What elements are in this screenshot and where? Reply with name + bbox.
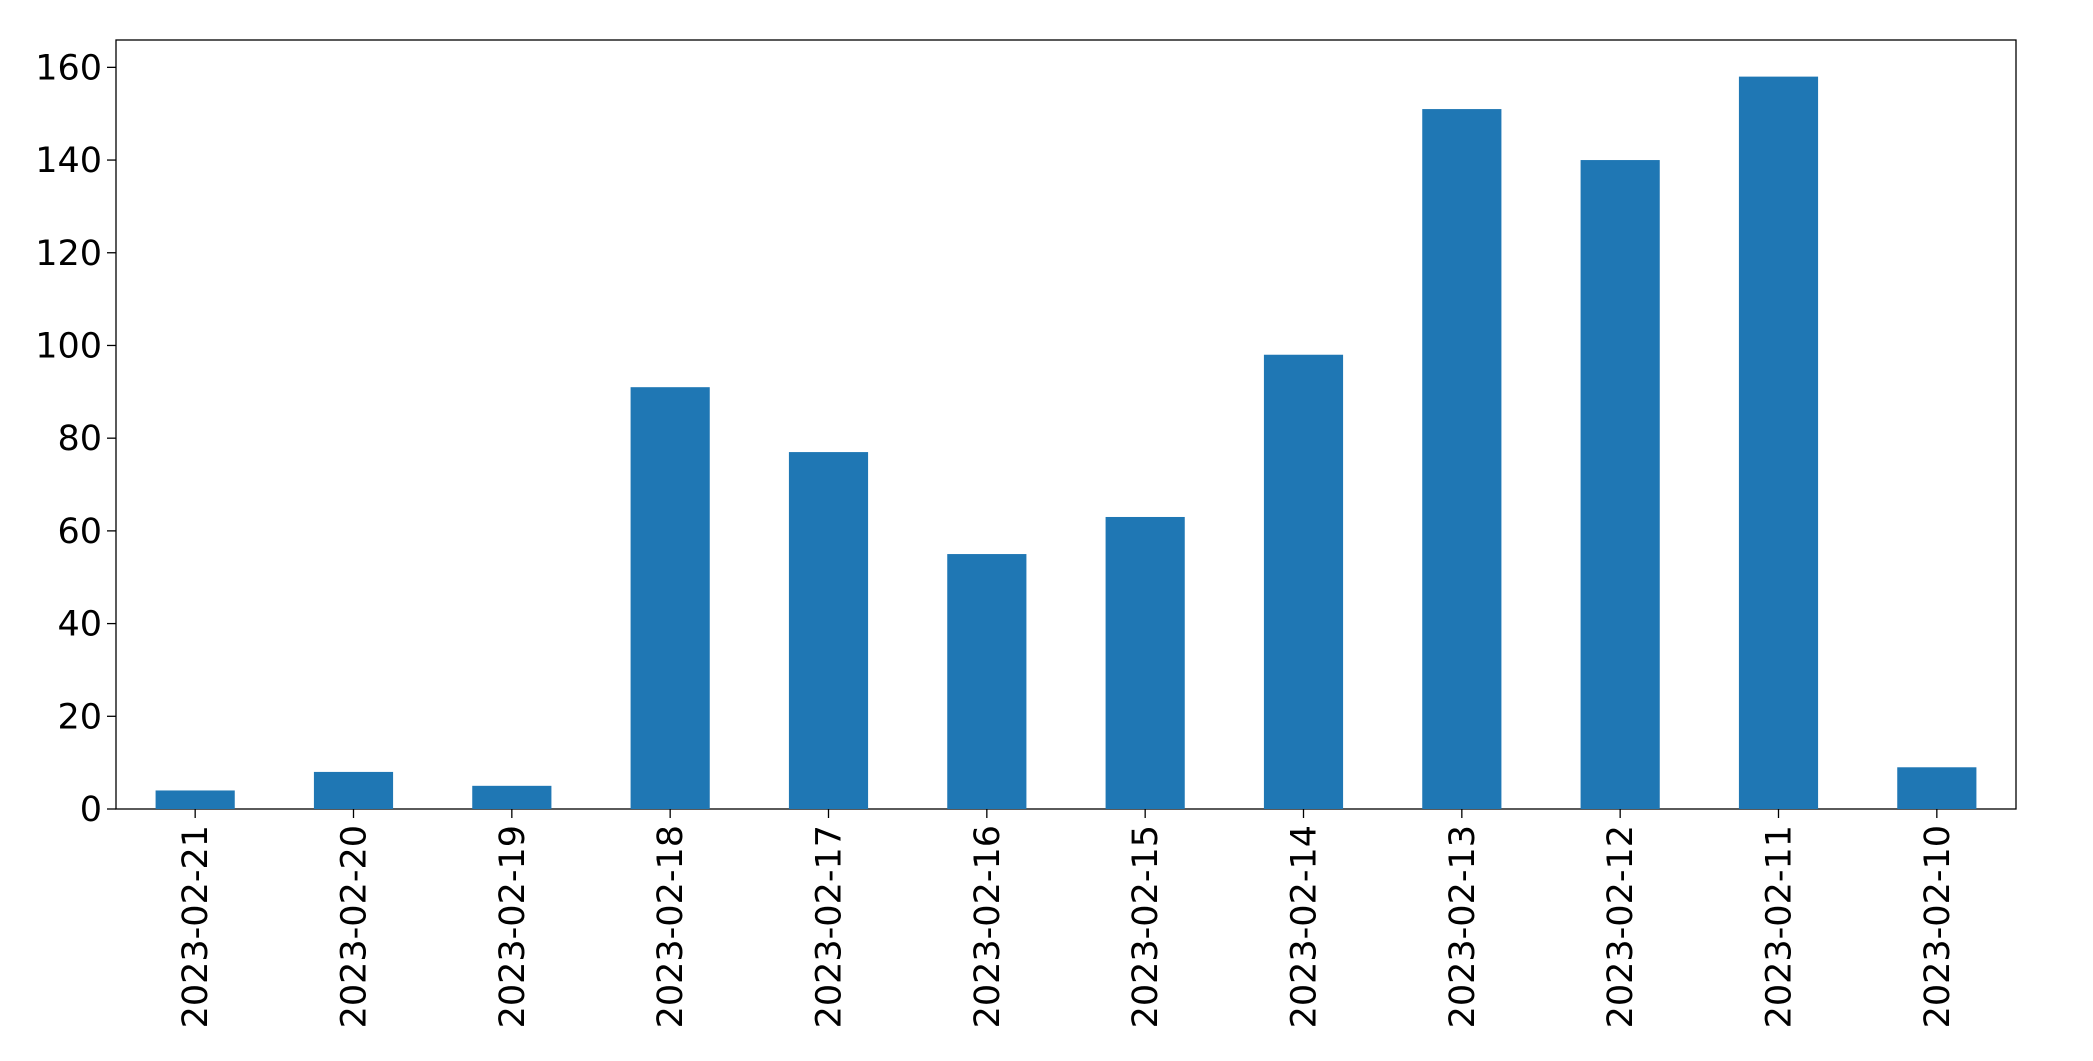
bar [947, 554, 1027, 809]
x-tick-label: 2023-02-13 [1443, 825, 1483, 1028]
x-tick-label: 2023-02-14 [1285, 825, 1325, 1028]
x-tick-label: 2023-02-10 [1918, 825, 1958, 1028]
bar [472, 785, 552, 809]
x-tick-label: 2023-02-20 [335, 825, 375, 1028]
y-tick-label: 100 [35, 326, 102, 366]
y-tick-label: 80 [57, 419, 102, 459]
x-tick-label: 2023-02-17 [810, 825, 850, 1028]
y-tick-label: 40 [57, 605, 102, 645]
bar [1422, 109, 1502, 810]
x-tick-label: 2023-02-15 [1126, 825, 1166, 1028]
bar [1105, 516, 1185, 809]
y-tick-label: 120 [35, 234, 102, 274]
y-tick-label: 140 [35, 141, 102, 181]
x-tick-label: 2023-02-19 [493, 825, 533, 1028]
x-tick-label: 2023-02-16 [968, 825, 1008, 1028]
y-tick-label: 60 [57, 512, 102, 552]
bar [1897, 767, 1977, 809]
bar [1580, 160, 1660, 809]
bar [1738, 76, 1819, 810]
bar [155, 790, 235, 809]
y-tick-label: 20 [57, 697, 102, 737]
y-tick-label: 0 [80, 790, 102, 830]
bar [1263, 354, 1344, 809]
bar [313, 771, 394, 809]
x-tick-label: 2023-02-18 [651, 825, 691, 1028]
bar [630, 387, 710, 809]
x-tick-label: 2023-02-21 [176, 825, 216, 1028]
plot-frame [115, 39, 2017, 810]
x-tick-label: 2023-02-12 [1601, 825, 1641, 1028]
x-tick-label: 2023-02-11 [1760, 825, 1800, 1028]
bar [788, 452, 869, 809]
y-tick-label: 160 [35, 48, 102, 88]
